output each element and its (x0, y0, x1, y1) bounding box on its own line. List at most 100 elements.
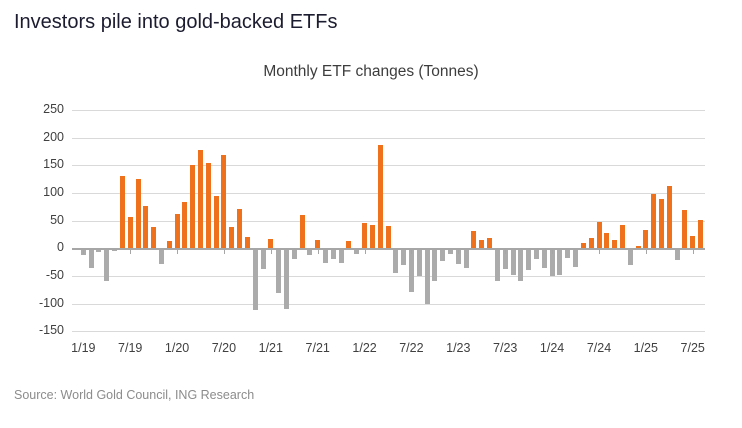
chart-bar-2/22 (369, 225, 375, 249)
chart-bar-1/21 (268, 239, 274, 249)
chart-bar-9/22 (424, 249, 430, 304)
chart-bar-7/19 (127, 216, 133, 249)
chart-bar-10/21 (338, 249, 344, 264)
x-axis-tick (270, 249, 272, 255)
chart-bar-7/25 (690, 235, 696, 249)
chart-bar-3/22 (377, 145, 383, 249)
chart-bar-6/23 (494, 249, 500, 281)
chart-bar-3/24 (565, 249, 571, 259)
x-axis-tick (364, 249, 366, 255)
y-axis-label: 200 (43, 129, 64, 144)
x-axis-tick (317, 249, 319, 255)
chart-bar-4/19 (104, 249, 110, 281)
x-axis-label: 1/23 (446, 341, 471, 355)
x-axis-tick (552, 249, 554, 255)
chart-bar-5/22 (393, 249, 399, 274)
y-axis-label: 150 (43, 157, 64, 172)
chart-bar-6/22 (401, 249, 407, 265)
chart-bar-12/20 (260, 249, 266, 269)
x-axis-tick (177, 249, 179, 255)
x-axis-label: 7/23 (493, 341, 518, 355)
chart-bar-5/25 (674, 249, 680, 260)
chart-bar-7/20 (221, 155, 227, 249)
chart-bar-6/21 (307, 249, 313, 255)
x-axis-label: 7/24 (586, 341, 612, 355)
chart-bar-12/23 (541, 249, 547, 268)
x-axis-tick (505, 249, 507, 255)
chart-bar-11/20 (252, 249, 258, 311)
y-axis-label: 50 (50, 212, 64, 227)
chart-bar-11/22 (440, 249, 446, 261)
chart-bar-6/19 (119, 176, 125, 249)
chart-bar-2/20 (182, 201, 188, 249)
chart-bar-12/19 (166, 240, 172, 249)
chart-bar-1/25 (643, 230, 649, 249)
page-title: Investors pile into gold-backed ETFs (14, 11, 338, 33)
y-axis-label: 0 (57, 240, 64, 255)
chart-bar-8/23 (510, 249, 516, 275)
chart-bar-11/21 (346, 241, 352, 249)
chart-bar-2/21 (276, 249, 282, 294)
chart-bar-3/20 (190, 164, 196, 249)
chart-bar-4/22 (385, 226, 391, 249)
gridline (72, 165, 705, 167)
chart-bar-6/24 (588, 237, 594, 249)
chart-bar-11/24 (627, 249, 633, 265)
chart-bar-9/24 (612, 240, 618, 249)
y-axis-label: -150 (38, 323, 64, 338)
chart-bar-10/23 (526, 249, 532, 270)
chart-bar-4/23 (479, 240, 485, 249)
x-axis-tick (130, 249, 132, 255)
chart-bar-10/24 (619, 225, 625, 249)
chart-bar-3/19 (96, 249, 102, 253)
chart-bar-12/21 (354, 249, 360, 254)
x-axis-label: 1/22 (352, 341, 377, 355)
y-axis-label: -50 (45, 268, 64, 282)
chart-bar-9/20 (237, 209, 243, 249)
x-axis-tick (692, 249, 694, 255)
zero-axis-line (72, 247, 705, 250)
chart-bar-7/23 (502, 249, 508, 269)
chart-bar-9/23 (518, 249, 524, 282)
x-axis-label: 1/24 (539, 341, 565, 355)
x-axis-tick (411, 249, 413, 255)
chart-bar-2/25 (651, 194, 657, 249)
chart-bar-1/22 (362, 223, 368, 249)
chart-bar-6/25 (682, 210, 688, 249)
chart-bar-5/20 (205, 163, 211, 249)
x-axis-label: 7/22 (399, 341, 424, 355)
chart-bar-5/19 (112, 249, 118, 252)
chart-bar-2/23 (463, 249, 469, 269)
source-attribution: Source: World Gold Council, ING Research (14, 388, 255, 402)
chart-bar-8/22 (416, 249, 422, 277)
chart-bar-8/24 (604, 232, 610, 249)
chart-bar-5/23 (487, 237, 493, 249)
x-axis-label: 1/19 (71, 341, 96, 355)
gridline (72, 276, 705, 277)
gridline (72, 192, 705, 194)
x-axis-label: 1/20 (164, 341, 190, 355)
chart-bar-8/20 (229, 227, 235, 249)
chart-bar-9/19 (143, 205, 149, 249)
chart-bar-4/21 (291, 249, 297, 259)
x-axis-label: 7/20 (211, 341, 237, 355)
chart-bar-8/25 (698, 220, 703, 249)
chart-bar-5/24 (580, 242, 586, 249)
gridline (72, 303, 705, 305)
chart-bar-1/20 (174, 214, 180, 249)
chart-bar-1/24 (549, 249, 555, 277)
chart-bar-11/19 (158, 249, 164, 265)
chart-bar-5/21 (299, 214, 305, 249)
x-axis-label: 1/21 (258, 341, 283, 355)
x-axis-tick (599, 249, 600, 255)
bar-chart: 250 200 150 100 50 0 -50 -100 -150 1/19 7/19 1/20 7/… (39, 102, 705, 355)
gridline (72, 220, 705, 222)
x-axis-tick (458, 249, 460, 255)
x-axis-label: 1/25 (633, 341, 658, 355)
chart-bar-9/21 (330, 249, 336, 260)
chart-bar-12/22 (448, 249, 453, 255)
y-axis-label: 100 (43, 184, 64, 199)
x-axis-label: 7/25 (680, 341, 705, 355)
chart-bar-11/23 (534, 249, 539, 259)
